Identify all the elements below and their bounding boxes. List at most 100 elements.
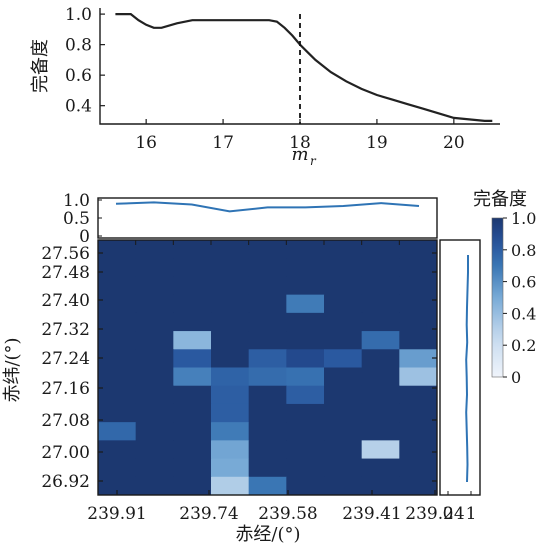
- heatmap-cell: [399, 258, 438, 277]
- heatmap-y-tick-label: 27.40: [41, 291, 90, 311]
- heatmap-cell: [173, 458, 212, 478]
- heatmap-x-tick-label: 239.58: [258, 504, 317, 524]
- heatmap-cell: [135, 331, 174, 350]
- heatmap-cell: [135, 276, 174, 296]
- heatmap-cell: [324, 385, 363, 405]
- heatmap-y-tick-label: 27.00: [41, 443, 90, 463]
- heatmap-cell: [98, 331, 137, 350]
- heatmap-cell: [324, 440, 363, 460]
- heatmap-cell: [361, 422, 400, 441]
- heatmap-cell: [135, 367, 174, 387]
- heatmap-x-axis-label: 赤经/(°): [235, 524, 300, 545]
- heatmap-cell: [286, 294, 325, 314]
- heatmap-y-tick-label: 27.32: [41, 320, 90, 340]
- right-marginal-tick-label: 1: [466, 504, 477, 524]
- heatmap-cell: [211, 258, 250, 277]
- heatmap-cell: [98, 440, 137, 460]
- heatmap-cell: [286, 331, 325, 350]
- heatmap-cell: [211, 385, 250, 405]
- heatmap-cell: [248, 385, 287, 405]
- right-marginal-tick-label: 0: [443, 504, 454, 524]
- heatmap-cell: [248, 458, 287, 478]
- heatmap-cell: [211, 422, 250, 441]
- heatmap-cell: [248, 331, 287, 350]
- heatmap-cell: [399, 440, 438, 460]
- heatmap-cell: [98, 403, 137, 423]
- heatmap-cell: [286, 422, 325, 441]
- heatmap-cell: [135, 349, 174, 368]
- heatmap-cell: [286, 476, 325, 496]
- colorbar-label: 完备度: [473, 189, 527, 210]
- heatmap-cell: [248, 422, 287, 441]
- heatmap-cell: [248, 276, 287, 296]
- heatmap-cell: [98, 258, 137, 277]
- heatmap-cell: [361, 294, 400, 314]
- heatmap-cell: [211, 312, 250, 332]
- heatmap-x-tick-label: 239.91: [87, 504, 146, 524]
- y-tick-label: 0.4: [65, 97, 92, 117]
- x-axis-label: m: [291, 144, 308, 165]
- heatmap-cell: [173, 385, 212, 405]
- heatmap-y-tick-label: 27.56: [41, 244, 90, 264]
- heatmap-cell: [135, 440, 174, 460]
- heatmap-cell: [211, 331, 250, 350]
- heatmap-y-tick-label: 27.48: [41, 263, 90, 283]
- heatmap-cell: [399, 331, 438, 350]
- line-axes: [99, 8, 500, 125]
- heatmap-cell: [286, 349, 325, 368]
- heatmap-cell: [361, 331, 400, 350]
- heatmap-cell: [399, 476, 438, 496]
- heatmap-cell: [135, 422, 174, 441]
- heatmap-cell: [248, 349, 287, 368]
- heatmap-x-tick-label: 239.24: [405, 504, 464, 524]
- heatmap-cell: [135, 312, 174, 332]
- heatmap-cell: [361, 385, 400, 405]
- heatmap-cell: [361, 349, 400, 368]
- y-axis-label: 完备度: [30, 39, 51, 93]
- heatmap-cell: [173, 349, 212, 368]
- heatmap-cell: [286, 458, 325, 478]
- heatmap-cell: [324, 331, 363, 350]
- heatmap-cell: [286, 312, 325, 332]
- heatmap-cell: [135, 294, 174, 314]
- right-marginal-frame: [439, 239, 481, 496]
- heatmap-cell: [98, 385, 137, 405]
- heatmap-y-axis-label: 赤纬/(°): [2, 337, 23, 402]
- heatmap-cell: [399, 385, 438, 405]
- heatmap-cell: [286, 440, 325, 460]
- heatmap-cell: [173, 476, 212, 496]
- heatmap-cell: [211, 458, 250, 478]
- heatmap-cell: [248, 294, 287, 314]
- heatmap-cell: [135, 458, 174, 478]
- heatmap-cell: [173, 440, 212, 460]
- heatmap-cell: [361, 403, 400, 423]
- heatmap-cell: [286, 367, 325, 387]
- heatmap-cell: [248, 240, 287, 259]
- colorbar: [491, 217, 504, 378]
- heatmap-y-tick-label: 27.08: [41, 411, 90, 431]
- heatmap-cell: [98, 349, 137, 368]
- heatmap-cell: [361, 440, 400, 460]
- heatmap-cell: [324, 367, 363, 387]
- heatmap-cell: [361, 258, 400, 277]
- heatmap-cell: [173, 331, 212, 350]
- heatmap-cell: [286, 276, 325, 296]
- y-tick-label: 1.0: [65, 5, 92, 25]
- heatmap-cell: [211, 276, 250, 296]
- heatmap-cell: [324, 458, 363, 478]
- heatmap-cell: [324, 403, 363, 423]
- heatmap-cell: [248, 403, 287, 423]
- heatmap-cell: [98, 367, 137, 387]
- heatmap-cell: [98, 240, 137, 259]
- heatmap-cell: [361, 276, 400, 296]
- heatmap-cell: [324, 276, 363, 296]
- y-tick-label: 0.8: [65, 36, 92, 56]
- heatmap-cell: [324, 476, 363, 496]
- heatmap-x-tick-label: 239.74: [179, 504, 238, 524]
- heatmap-cell: [399, 240, 438, 259]
- heatmap-cell: [324, 312, 363, 332]
- top-marginal-tick-label: 0.5: [63, 209, 90, 229]
- heatmap-cell: [211, 240, 250, 259]
- heatmap-cell: [98, 476, 137, 496]
